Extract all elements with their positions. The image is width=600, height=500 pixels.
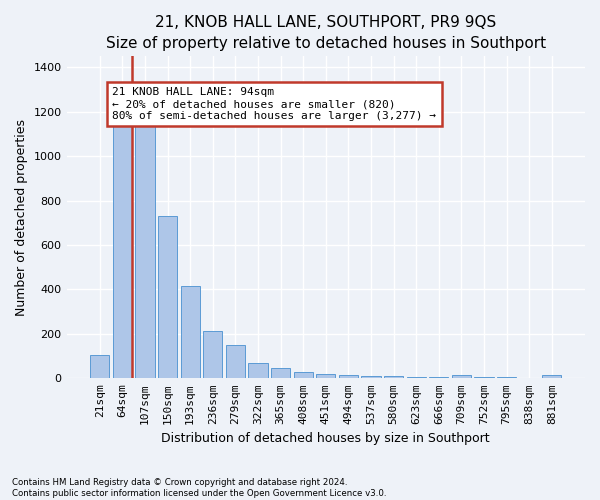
Bar — [407, 376, 426, 378]
Text: 21 KNOB HALL LANE: 94sqm
← 20% of detached houses are smaller (820)
80% of semi-: 21 KNOB HALL LANE: 94sqm ← 20% of detach… — [112, 88, 436, 120]
Bar — [361, 376, 380, 378]
Bar — [181, 286, 200, 378]
Y-axis label: Number of detached properties: Number of detached properties — [15, 119, 28, 316]
Bar — [542, 375, 562, 378]
Bar — [113, 120, 132, 378]
Bar — [271, 368, 290, 378]
Bar — [316, 374, 335, 378]
Bar — [90, 355, 109, 378]
Bar — [136, 120, 155, 378]
X-axis label: Distribution of detached houses by size in Southport: Distribution of detached houses by size … — [161, 432, 490, 445]
Bar — [475, 377, 494, 378]
Bar — [158, 216, 177, 378]
Title: 21, KNOB HALL LANE, SOUTHPORT, PR9 9QS
Size of property relative to detached hou: 21, KNOB HALL LANE, SOUTHPORT, PR9 9QS S… — [106, 15, 546, 51]
Bar — [203, 330, 223, 378]
Bar — [293, 372, 313, 378]
Bar — [452, 375, 471, 378]
Bar — [384, 376, 403, 378]
Bar — [248, 363, 268, 378]
Bar — [226, 345, 245, 378]
Bar — [339, 375, 358, 378]
Text: Contains HM Land Registry data © Crown copyright and database right 2024.
Contai: Contains HM Land Registry data © Crown c… — [12, 478, 386, 498]
Bar — [429, 377, 448, 378]
